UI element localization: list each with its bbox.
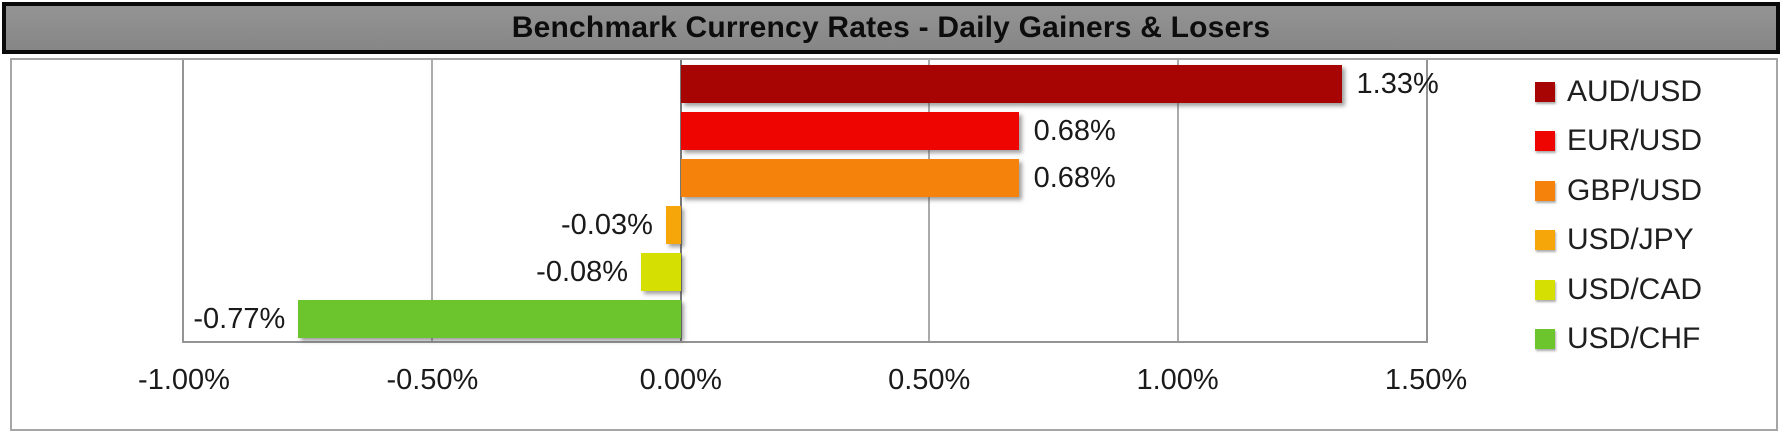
legend-swatch-icon	[1535, 230, 1555, 251]
legend-item-eur-usd[interactable]: EUR/USD	[1535, 117, 1702, 167]
legend-swatch-icon	[1535, 329, 1555, 350]
bar-usd-cad[interactable]	[641, 253, 681, 292]
gridline	[1176, 60, 1179, 341]
data-label-usd-jpy: -0.03%	[561, 209, 653, 242]
x-tick-label: 0.50%	[888, 364, 971, 396]
legend-swatch-icon	[1535, 81, 1555, 102]
gridline	[431, 60, 434, 341]
bar-usd-chf[interactable]	[298, 300, 681, 339]
chart-container: 1.33% 0.68% 0.68% -0.03% -0.08% -0.77% -1.00%…	[10, 58, 1778, 431]
legend-item-usd-chf[interactable]: USD/CHF	[1535, 315, 1702, 365]
legend-label: GBP/USD	[1567, 173, 1703, 207]
legend-item-usd-cad[interactable]: USD/CAD	[1535, 265, 1702, 315]
legend-label: EUR/USD	[1567, 124, 1703, 158]
chart-title: Benchmark Currency Rates - Daily Gainers…	[511, 11, 1271, 44]
bar-eur-usd[interactable]	[680, 111, 1019, 150]
legend: AUD/USD EUR/USD GBP/USD USD/JPY USD/CAD USD/C…	[1535, 67, 1702, 364]
x-axis: -1.00% -0.50% 0.00% 0.50% 1.00% 1.50%	[138, 350, 1467, 410]
legend-item-usd-jpy[interactable]: USD/JPY	[1535, 216, 1702, 266]
x-tick-label: 1.00%	[1136, 364, 1219, 396]
plot-area: 1.33% 0.68% 0.68% -0.03% -0.08% -0.77%	[182, 60, 1439, 343]
legend-item-gbp-usd[interactable]: GBP/USD	[1535, 166, 1702, 216]
x-tick-label: -1.00%	[138, 364, 230, 396]
data-label-aud-usd: 1.33%	[1356, 67, 1439, 100]
data-label-gbp-usd: 0.68%	[1033, 161, 1116, 194]
bar-usd-jpy[interactable]	[665, 206, 681, 245]
chart-title-bar: Benchmark Currency Rates - Daily Gainers…	[2, 2, 1780, 54]
zero-axis-line	[679, 60, 682, 341]
x-tick-label: -0.50%	[386, 364, 479, 396]
x-tick-label: 1.50%	[1384, 364, 1468, 396]
data-label-usd-chf: -0.77%	[193, 303, 286, 336]
bar-gbp-usd[interactable]	[680, 158, 1019, 197]
legend-label: USD/CAD	[1567, 272, 1703, 306]
legend-swatch-icon	[1535, 131, 1555, 152]
gridline	[928, 60, 931, 341]
bar-aud-usd[interactable]	[680, 64, 1342, 103]
data-label-eur-usd: 0.68%	[1033, 114, 1116, 147]
x-tick-label: 0.00%	[639, 364, 722, 396]
legend-label: USD/JPY	[1567, 223, 1694, 257]
legend-swatch-icon	[1535, 279, 1555, 300]
legend-item-aud-usd[interactable]: AUD/USD	[1535, 67, 1702, 117]
legend-swatch-icon	[1535, 180, 1555, 201]
data-label-usd-cad: -0.08%	[536, 256, 629, 289]
legend-label: USD/CHF	[1567, 322, 1701, 356]
legend-label: AUD/USD	[1567, 74, 1703, 108]
